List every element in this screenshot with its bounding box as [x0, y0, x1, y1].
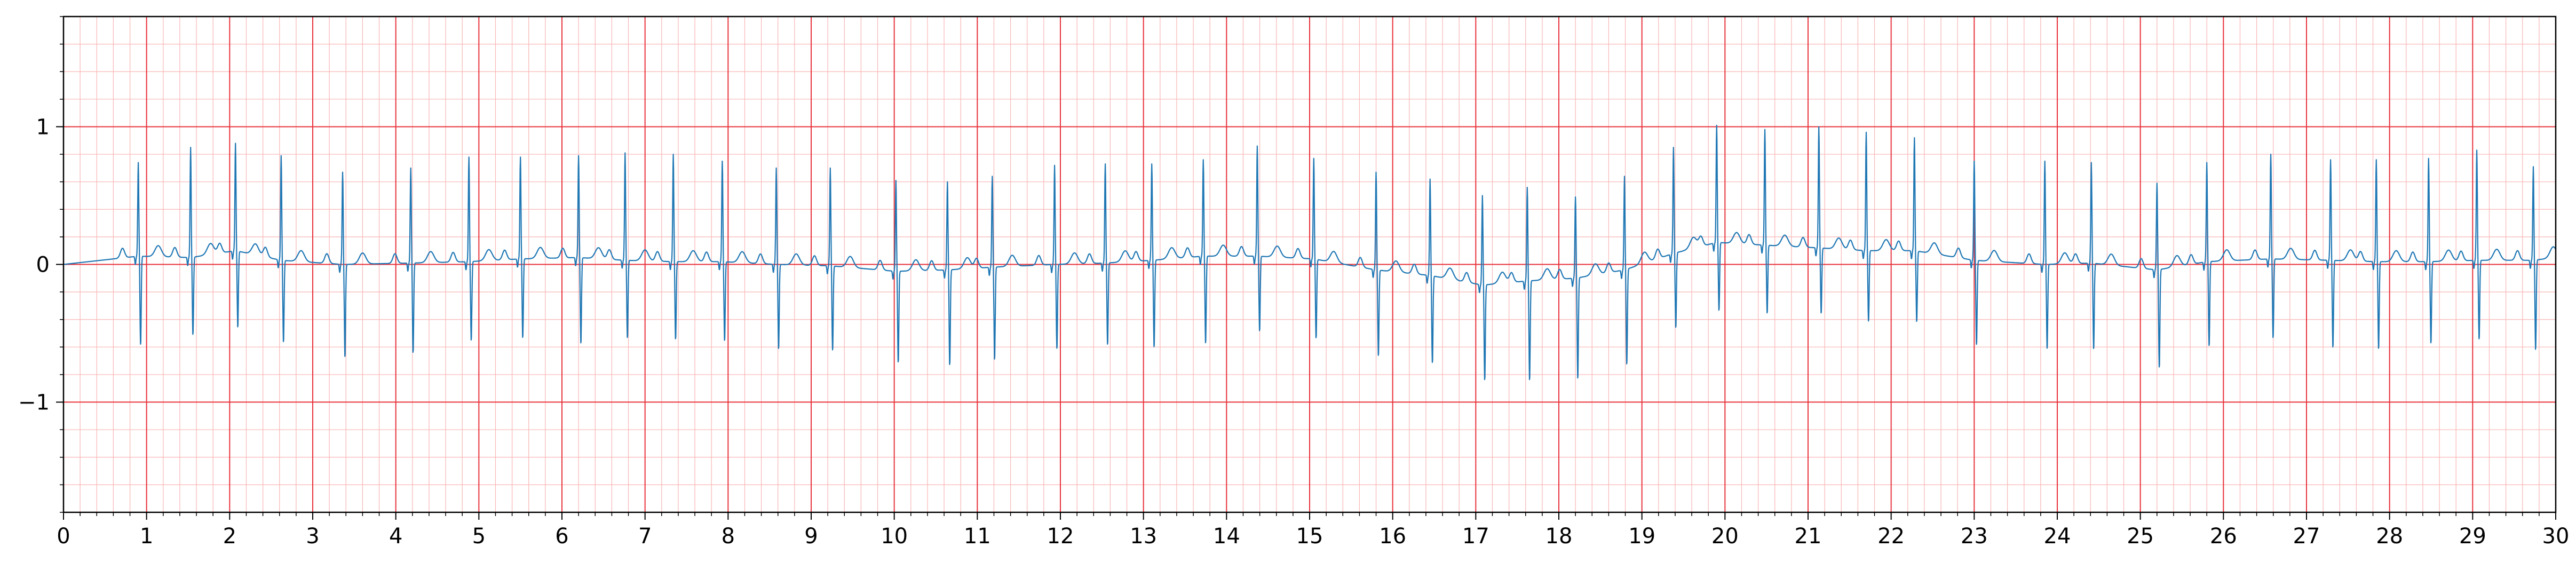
x-tick-label: 11 [964, 524, 991, 549]
y-tick-label: 0 [36, 253, 50, 277]
x-tick-label: 26 [2210, 524, 2237, 549]
x-tick-label: 25 [2127, 524, 2154, 549]
x-tick-label: 6 [555, 524, 568, 549]
x-tick-label: 20 [1711, 524, 1739, 549]
y-axis: −1 0 1 [18, 16, 64, 513]
x-tick-label: 16 [1379, 524, 1406, 549]
x-tick-label: 9 [804, 524, 818, 549]
x-tick-label: 1 [140, 524, 153, 549]
x-tick-label: 10 [881, 524, 908, 549]
x-tick-label: 13 [1130, 524, 1157, 549]
x-tick-label: 3 [306, 524, 319, 549]
x-tick-label: 22 [1877, 524, 1905, 549]
x-tick-label: 4 [389, 524, 402, 549]
y-tick-label: −1 [18, 391, 50, 415]
x-tick-label: 2 [223, 524, 236, 549]
x-tick-label: 12 [1047, 524, 1074, 549]
ecg-trace-line [63, 124, 2556, 380]
x-tick-label: 17 [1462, 524, 1489, 549]
x-tick-label: 24 [2044, 524, 2071, 549]
x-tick-label: 0 [57, 524, 70, 549]
x-axis: 0 1 2 3 4 5 6 7 8 9 10 11 12 13 14 15 16 17 18 19 20 21 22 23 24… [57, 512, 2569, 549]
x-tick-label: 28 [2376, 524, 2403, 549]
x-tick-label: 18 [1545, 524, 1573, 549]
x-tick-label: 15 [1296, 524, 1323, 549]
x-tick-label: 21 [1795, 524, 1822, 549]
x-tick-label: 14 [1213, 524, 1240, 549]
y-tick-label: 1 [36, 115, 50, 139]
major-grid [63, 17, 2556, 512]
x-tick-label: 8 [722, 524, 735, 549]
x-tick-label: 5 [472, 524, 486, 549]
x-tick-label: 7 [638, 524, 652, 549]
x-tick-label: 29 [2459, 524, 2486, 549]
x-tick-label: 23 [1961, 524, 1988, 549]
x-tick-label: 27 [2293, 524, 2320, 549]
x-tick-label: 19 [1628, 524, 1655, 549]
x-tick-label: 30 [2542, 524, 2570, 549]
